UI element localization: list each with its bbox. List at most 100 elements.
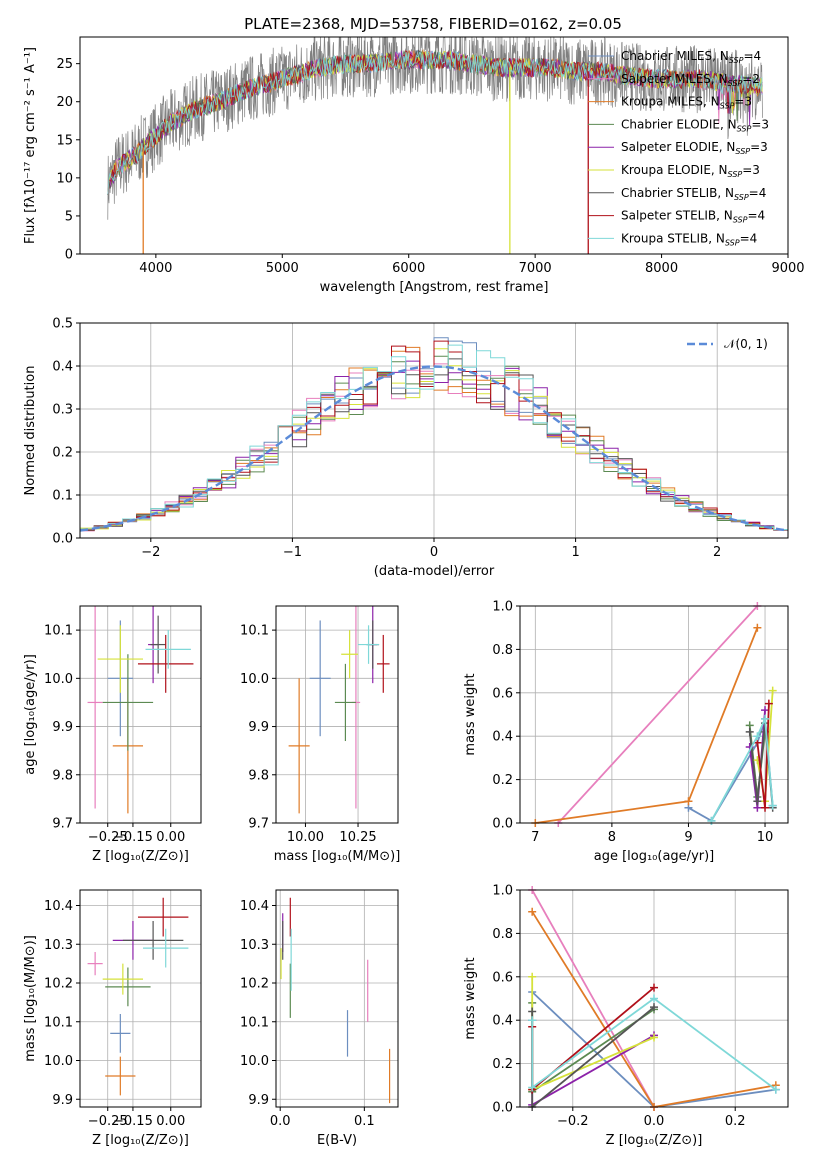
y-tick-label: 0.4	[492, 1014, 513, 1029]
axes-frame	[519, 889, 789, 1108]
weight-marker-chab_stelib	[745, 727, 754, 736]
model-spectrum-krou_stelib	[107, 50, 763, 195]
x-tick-label: −0.15	[113, 830, 153, 845]
y-tick-label: 1.0	[492, 884, 513, 899]
y-tick-label: 9.8	[52, 768, 73, 783]
y-tick-label: 10.0	[44, 672, 73, 687]
weight-marker-krou_elodie	[650, 1033, 658, 1042]
weight-marker-chab_stelib	[528, 1007, 537, 1016]
y-tick-label: 9.9	[52, 1093, 73, 1108]
histogram-krou_stelib	[80, 344, 788, 533]
y-tick-label: 0.4	[52, 360, 73, 375]
y-tick-label: 0	[65, 248, 73, 263]
weight-marker-chab_stelib	[753, 797, 762, 806]
weight-marker-salp_stelib	[764, 699, 773, 708]
weight-marker-chab_stelib	[650, 1003, 658, 1012]
y-tick-label: 0.0	[492, 1101, 513, 1116]
y-tick-label: 10	[56, 171, 73, 186]
y-tick-label: 0.8	[492, 927, 513, 942]
x-axis-label: age [log₁₀(age/yr)]	[594, 849, 715, 864]
x-tick-label: −2	[141, 545, 160, 560]
y-tick-label: 10.1	[240, 624, 269, 639]
y-tick-label: 1.0	[492, 600, 513, 615]
axes-frame	[519, 605, 789, 824]
spectrum-panel: 4000 5000 6000 7000 8000 9000 0 5 10 15 20 25 wavele…	[23, 36, 805, 295]
mass-vs-ebv-panel: 0.0 0.1 9.9 10.0 10.1 10.2 10.3 10.4 E(B-V)	[240, 889, 399, 1148]
y-tick-label: 10.2	[44, 977, 73, 992]
weight-marker-krou_miles	[528, 907, 537, 916]
y-tick-label: 5	[65, 209, 73, 224]
x-tick-label: 6000	[392, 261, 425, 276]
legend-entry: Chabrier STELIB, NSSP=4	[621, 186, 766, 202]
weight-line-salp_miles	[557, 606, 759, 823]
y-tick-label: 0.0	[492, 817, 513, 832]
x-tick-label: 5000	[266, 261, 299, 276]
legend-entry: Kroupa ELODIE, NSSP=3	[621, 163, 760, 179]
weight-vs-age-panel: 7 8 9 10 0.0 0.2 0.4 0.6 0.8 1.0 age [log₁₀(age/yr…	[463, 600, 789, 864]
weight-marker-krou_stelib	[768, 801, 777, 810]
y-tick-label: 0.0	[52, 532, 73, 547]
legend-entry: Salpeter MILES, NSSP=2	[621, 72, 760, 88]
y-tick-label: 0.8	[492, 643, 513, 658]
y-tick-label: 0.1	[52, 489, 73, 504]
y-axis-label: mass weight	[463, 673, 478, 755]
weight-marker-krou_stelib	[528, 1016, 537, 1025]
weight-marker-salp_stelib	[650, 983, 658, 992]
x-tick-label: 0.1	[354, 1114, 375, 1129]
y-axis-label: Normed distribution	[23, 366, 38, 496]
x-axis-label: mass [log₁₀(M/M⊙)]	[274, 849, 401, 864]
y-tick-label: 0.4	[492, 730, 513, 745]
y-tick-label: 9.9	[52, 720, 73, 735]
y-tick-label: 0.3	[52, 403, 73, 418]
legend-entry: 𝒩(0, 1)	[724, 337, 768, 351]
y-tick-label: 9.9	[248, 720, 269, 735]
weight-marker-krou_stelib	[771, 1085, 780, 1094]
x-tick-label: 0.0	[270, 1114, 291, 1129]
legend-entry: Salpeter STELIB, NSSP=4	[621, 209, 765, 225]
weight-marker-krou_miles	[684, 797, 693, 806]
weight-marker-krou_stelib	[707, 816, 716, 825]
axes-frame	[79, 36, 789, 255]
y-tick-label: 9.7	[248, 817, 269, 832]
weight-line-salp_miles	[531, 890, 655, 1107]
weight-marker-krou_miles	[753, 623, 762, 632]
x-axis-label: Z [log₁₀(Z/Z⊙)]	[92, 1133, 189, 1148]
weight-line-chab_miles	[531, 991, 776, 1107]
weight-marker-krou_stelib	[528, 1083, 537, 1092]
legend-entry: Salpeter ELODIE, NSSP=3	[621, 140, 768, 156]
y-tick-label: 0.2	[492, 1057, 513, 1072]
y-tick-label: 9.8	[248, 768, 269, 783]
axes-frame	[79, 889, 202, 1108]
y-axis-label: age [log₁₀(age/yr)]	[23, 654, 38, 775]
weight-line-krou_stelib	[531, 997, 777, 1091]
x-tick-label: 10	[757, 830, 774, 845]
weight-vs-metallicity-panel: −0.2 0.0 0.2 0.0 0.2 0.4 0.6 0.8 1.0 Z [log₁₀(Z/Z…	[463, 884, 789, 1148]
weight-line-krou_stelib	[710, 718, 774, 822]
x-tick-label: 4000	[139, 261, 172, 276]
weight-line-krou_miles	[535, 627, 759, 823]
x-axis-label: wavelength [Angstrom, rest frame]	[320, 280, 549, 295]
x-tick-label: −0.15	[113, 1114, 153, 1129]
x-tick-label: 0.0	[644, 1114, 665, 1129]
x-tick-label: 9	[684, 830, 692, 845]
y-tick-label: 10.1	[44, 1015, 73, 1030]
figure-title: PLATE=2368, MJD=53758, FIBERID=0162, z=0…	[244, 15, 622, 33]
legend-entry: Kroupa STELIB, NSSP=4	[621, 231, 757, 247]
x-tick-label: 10.25	[339, 830, 376, 845]
legend-entry: Chabrier ELODIE, NSSP=3	[621, 117, 769, 133]
x-tick-label: 0	[430, 545, 438, 560]
x-tick-label: 7	[531, 830, 539, 845]
x-axis-label: E(B-V)	[317, 1133, 357, 1148]
x-tick-label: 0.00	[156, 1114, 185, 1129]
age-vs-metallicity-panel: −0.25−0.15 0.00 9.7 9.8 9.9 10.0 10.1 Z [log₁₀(…	[23, 605, 202, 864]
y-tick-label: 0.2	[492, 773, 513, 788]
y-tick-label: 10.3	[44, 938, 73, 953]
x-tick-label: 10.00	[287, 830, 324, 845]
y-tick-label: 10.4	[240, 899, 269, 914]
x-tick-label: −1	[283, 545, 302, 560]
x-tick-label: 2	[713, 545, 721, 560]
residual-histogram-panel: −2 −1 0 1 2 0.0 0.1 0.2 0.3 0.4 0.5 (data-model)/er…	[23, 317, 789, 579]
y-tick-label: 10.2	[240, 977, 269, 992]
y-axis-label: mass weight	[463, 957, 478, 1039]
